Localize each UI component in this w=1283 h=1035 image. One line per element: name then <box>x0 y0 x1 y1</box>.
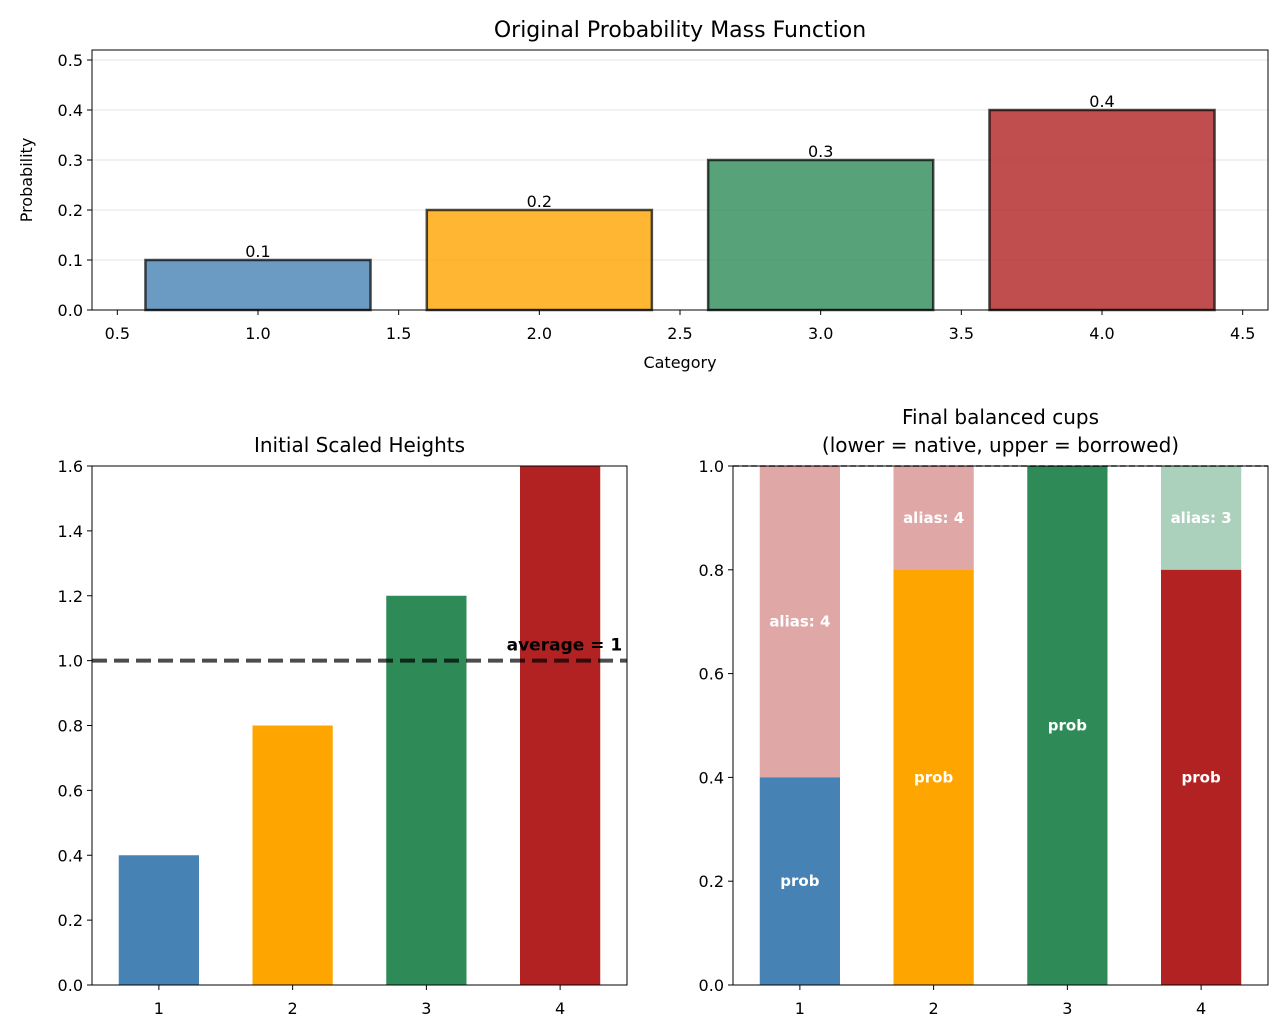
x-axis-label: Category <box>643 353 716 372</box>
x-tick-label: 3 <box>421 999 431 1018</box>
alias-bar-1 <box>759 466 840 778</box>
bar-4 <box>520 466 601 985</box>
x-tick-label: 1 <box>795 999 805 1018</box>
axes-frame <box>91 49 1269 311</box>
x-tick-label: 4.5 <box>1230 324 1255 343</box>
x-tick-label: 2.0 <box>527 324 552 343</box>
y-tick-label: 0.8 <box>699 561 724 580</box>
alias-label: alias: 4 <box>769 613 830 631</box>
alias-label: alias: 3 <box>1171 509 1232 527</box>
y-tick-label: 1.2 <box>58 587 83 606</box>
native-bar-2 <box>893 569 974 985</box>
y-tick-label: 0.2 <box>699 872 724 891</box>
native-label: prob <box>1182 768 1221 786</box>
chart-title: Final balanced cups <box>902 405 1099 429</box>
bar-value-label: 0.1 <box>245 242 270 261</box>
y-tick-label: 0.4 <box>699 768 724 787</box>
axes-frame <box>732 465 1269 986</box>
bar-3 <box>386 595 467 985</box>
x-tick-label: 4.0 <box>1089 324 1114 343</box>
balanced-cups-chart: 0.0 0.2 0.4 0.6 0.8 1.0 1 prob alias: 4 2 prob alia… <box>699 405 1269 1018</box>
x-tick-label: 3.0 <box>808 324 833 343</box>
y-tick-label: 0.2 <box>58 911 83 930</box>
y-axis-label: Probability <box>17 138 36 223</box>
x-tick-label: 2 <box>929 999 939 1018</box>
x-tick-label: 3.5 <box>949 324 974 343</box>
axes-frame <box>91 465 628 986</box>
y-tick-label: 0.3 <box>58 151 83 170</box>
y-tick-label: 0.4 <box>58 101 83 120</box>
pmf-chart: 0.0 0.1 0.2 0.3 0.4 0.5 0.5 1.0 1.5 2.0 2.5 3.0 3.5 4… <box>17 18 1269 372</box>
alias-bar-2 <box>893 466 974 570</box>
x-tick-label: 3 <box>1062 999 1072 1018</box>
bar-2 <box>252 725 333 985</box>
x-tick-label: 1 <box>154 999 164 1018</box>
y-tick-label: 0.2 <box>58 201 83 220</box>
native-label: prob <box>1048 717 1087 735</box>
native-bar-1 <box>759 777 840 985</box>
y-tick-label: 0.0 <box>58 301 83 320</box>
native-label: prob <box>914 768 953 786</box>
scaled-heights-chart: 0.0 0.2 0.4 0.6 0.8 1.0 1.2 1.4 1.6 1 2 3 4 average =… <box>58 433 628 1018</box>
native-label: prob <box>780 872 819 890</box>
bar-2 <box>425 208 654 312</box>
y-tick-label: 0.4 <box>58 846 83 865</box>
y-tick-label: 0.1 <box>58 251 83 270</box>
chart-title: Original Probability Mass Function <box>494 18 866 43</box>
native-bar-3 <box>1027 466 1108 985</box>
y-tick-label: 0.8 <box>58 717 83 736</box>
bar-1 <box>144 258 372 312</box>
average-label: average = 1 <box>507 636 623 656</box>
y-tick-label: 0.6 <box>699 665 724 684</box>
x-tick-label: 2 <box>288 999 298 1018</box>
x-tick-label: 4 <box>555 999 565 1018</box>
bar-value-label: 0.3 <box>808 142 833 161</box>
bar-value-label: 0.2 <box>527 192 552 211</box>
bar-1 <box>118 855 199 985</box>
bar-3 <box>706 158 935 312</box>
y-tick-label: 1.6 <box>58 457 83 476</box>
y-tick-label: 1.0 <box>58 652 83 671</box>
chart-subtitle: (lower = native, upper = borrowed) <box>822 433 1179 457</box>
y-tick-label: 0.0 <box>699 976 724 995</box>
bar-value-label: 0.4 <box>1089 92 1114 111</box>
x-tick-label: 0.5 <box>105 324 130 343</box>
alias-label: alias: 4 <box>903 509 964 527</box>
y-tick-label: 0.0 <box>58 976 83 995</box>
y-tick-label: 0.6 <box>58 781 83 800</box>
x-tick-label: 4 <box>1196 999 1206 1018</box>
native-bar-4 <box>1161 569 1242 985</box>
alias-bar-4 <box>1161 466 1242 570</box>
x-tick-label: 1.0 <box>245 324 270 343</box>
y-tick-label: 1.4 <box>58 522 83 541</box>
y-tick-label: 1.0 <box>699 457 724 476</box>
x-tick-label: 1.5 <box>386 324 411 343</box>
x-tick-label: 2.5 <box>667 324 692 343</box>
y-tick-label: 0.5 <box>58 51 83 70</box>
chart-title: Initial Scaled Heights <box>254 433 465 457</box>
bar-4 <box>988 108 1216 312</box>
